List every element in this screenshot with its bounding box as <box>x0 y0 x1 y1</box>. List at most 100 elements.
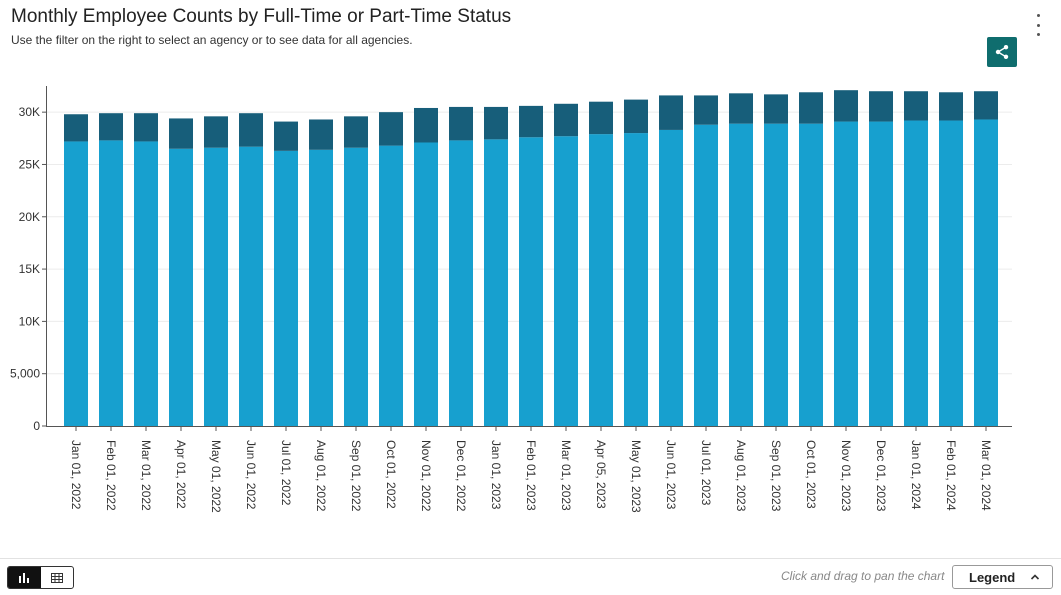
bar-segment[interactable] <box>204 147 228 426</box>
x-tick-label: Aug 01, 2022 <box>314 440 328 512</box>
bar-segment[interactable] <box>974 119 998 426</box>
y-tick-label: 10K <box>19 314 40 328</box>
x-tick-label: Nov 01, 2023 <box>839 440 853 512</box>
x-tick-label: Aug 01, 2023 <box>734 440 748 512</box>
chart-view-button[interactable] <box>8 567 41 588</box>
bar-segment[interactable] <box>99 140 123 426</box>
bar-segment[interactable] <box>204 116 228 148</box>
bar-segment[interactable] <box>519 137 543 426</box>
bar-segment[interactable] <box>974 91 998 120</box>
bar-segment[interactable] <box>554 136 578 426</box>
bar-segment[interactable] <box>309 119 333 150</box>
bar-segment[interactable] <box>624 133 648 427</box>
bar-segment[interactable] <box>64 141 88 426</box>
page-subtitle: Use the filter on the right to select an… <box>11 33 413 47</box>
bar-segment[interactable] <box>64 114 88 142</box>
more-options-icon[interactable] <box>1032 14 1044 36</box>
bar-segment[interactable] <box>799 123 823 427</box>
bar-segment[interactable] <box>484 139 508 426</box>
bar-segment[interactable] <box>169 148 193 426</box>
bar-segment[interactable] <box>169 118 193 149</box>
bar-segment[interactable] <box>834 121 858 427</box>
bar-segment[interactable] <box>274 121 298 151</box>
x-tick-label: Jun 01, 2022 <box>244 440 258 510</box>
bar-segment[interactable] <box>799 92 823 124</box>
bar-segment[interactable] <box>904 91 928 121</box>
y-tick-label: 20K <box>19 210 40 224</box>
bar-segment[interactable] <box>379 112 403 146</box>
bar-segment[interactable] <box>589 101 613 135</box>
x-tick-label: Sep 01, 2022 <box>349 440 363 512</box>
x-tick-label: Dec 01, 2023 <box>874 440 888 512</box>
bar-segment[interactable] <box>694 95 718 125</box>
bar-segment[interactable] <box>344 147 368 426</box>
bar-segment[interactable] <box>519 105 543 138</box>
bar-segment[interactable] <box>134 113 158 142</box>
bar-segment[interactable] <box>939 120 963 427</box>
bar-segment[interactable] <box>484 106 508 140</box>
table-icon <box>50 572 63 583</box>
bar-segment[interactable] <box>344 116 368 148</box>
bar-segment[interactable] <box>99 113 123 141</box>
y-tick-label: 25K <box>19 157 40 171</box>
bar-segment[interactable] <box>274 150 298 426</box>
bar-segment[interactable] <box>239 146 263 426</box>
chevron-up-icon <box>1030 574 1040 580</box>
bar-segment[interactable] <box>449 140 473 426</box>
stacked-bar-chart[interactable]: 0 5,000 10K 15K 20K 25K 30K Jan 01, 2022 Feb 01,… <box>0 0 1061 558</box>
bar-segment[interactable] <box>694 124 718 426</box>
bar-segment[interactable] <box>834 90 858 122</box>
x-tick-label: Jul 01, 2023 <box>699 440 713 506</box>
view-toggle[interactable] <box>7 566 74 589</box>
x-tick-label: May 01, 2023 <box>629 440 643 513</box>
pan-hint: Click and drag to pan the chart <box>781 569 945 583</box>
legend-label: Legend <box>969 569 1016 585</box>
x-tick-label: Oct 01, 2023 <box>804 440 818 509</box>
share-icon <box>995 45 1009 59</box>
x-tick-label: Jun 01, 2023 <box>664 440 678 510</box>
x-tick-label: Jan 01, 2022 <box>69 440 83 510</box>
bar-segment[interactable] <box>659 95 683 130</box>
bar-segment[interactable] <box>869 121 893 427</box>
x-tick-label: Nov 01, 2022 <box>419 440 433 512</box>
bar-segment[interactable] <box>554 103 578 137</box>
bar-segment[interactable] <box>589 134 613 426</box>
y-tick-label: 0 <box>33 419 40 433</box>
bar-segment[interactable] <box>624 99 648 134</box>
table-view-button[interactable] <box>41 567 74 588</box>
x-tick-label: Apr 01, 2022 <box>174 440 188 509</box>
x-tick-label: Sep 01, 2023 <box>769 440 783 512</box>
bar-segment[interactable] <box>869 91 893 122</box>
bar-segment[interactable] <box>904 120 928 427</box>
bar-segment[interactable] <box>239 113 263 147</box>
x-tick-label: Mar 01, 2024 <box>979 440 993 511</box>
x-tick-label: Feb 01, 2024 <box>944 440 958 511</box>
legend-button[interactable]: Legend <box>952 565 1053 589</box>
y-tick-label: 5,000 <box>10 367 40 381</box>
x-tick-label: Mar 01, 2023 <box>559 440 573 511</box>
y-tick-label: 15K <box>19 262 40 276</box>
bar-segment[interactable] <box>134 141 158 426</box>
bar-segment[interactable] <box>449 106 473 141</box>
bar-segment[interactable] <box>309 149 333 427</box>
x-tick-label: Jan 01, 2024 <box>909 440 923 510</box>
x-tick-label: Feb 01, 2022 <box>104 440 118 511</box>
x-tick-label: Apr 05, 2023 <box>594 440 608 509</box>
x-tick-label: May 01, 2022 <box>209 440 223 513</box>
y-tick-label: 30K <box>19 105 40 119</box>
bar-segment[interactable] <box>939 92 963 121</box>
bar-segment[interactable] <box>764 94 788 124</box>
bar-segment[interactable] <box>729 93 753 124</box>
bar-segment[interactable] <box>764 123 788 427</box>
x-tick-label: Dec 01, 2022 <box>454 440 468 512</box>
bar-segment[interactable] <box>414 142 438 426</box>
x-tick-label: Mar 01, 2022 <box>139 440 153 511</box>
bar-segment[interactable] <box>729 123 753 427</box>
x-tick-label: Jan 01, 2023 <box>489 440 503 510</box>
share-button[interactable] <box>987 37 1017 67</box>
bar-segment[interactable] <box>414 107 438 143</box>
footer-divider <box>0 558 1061 559</box>
bar-segment[interactable] <box>659 129 683 426</box>
bar-segment[interactable] <box>379 145 403 426</box>
bar-chart-icon <box>19 572 30 583</box>
